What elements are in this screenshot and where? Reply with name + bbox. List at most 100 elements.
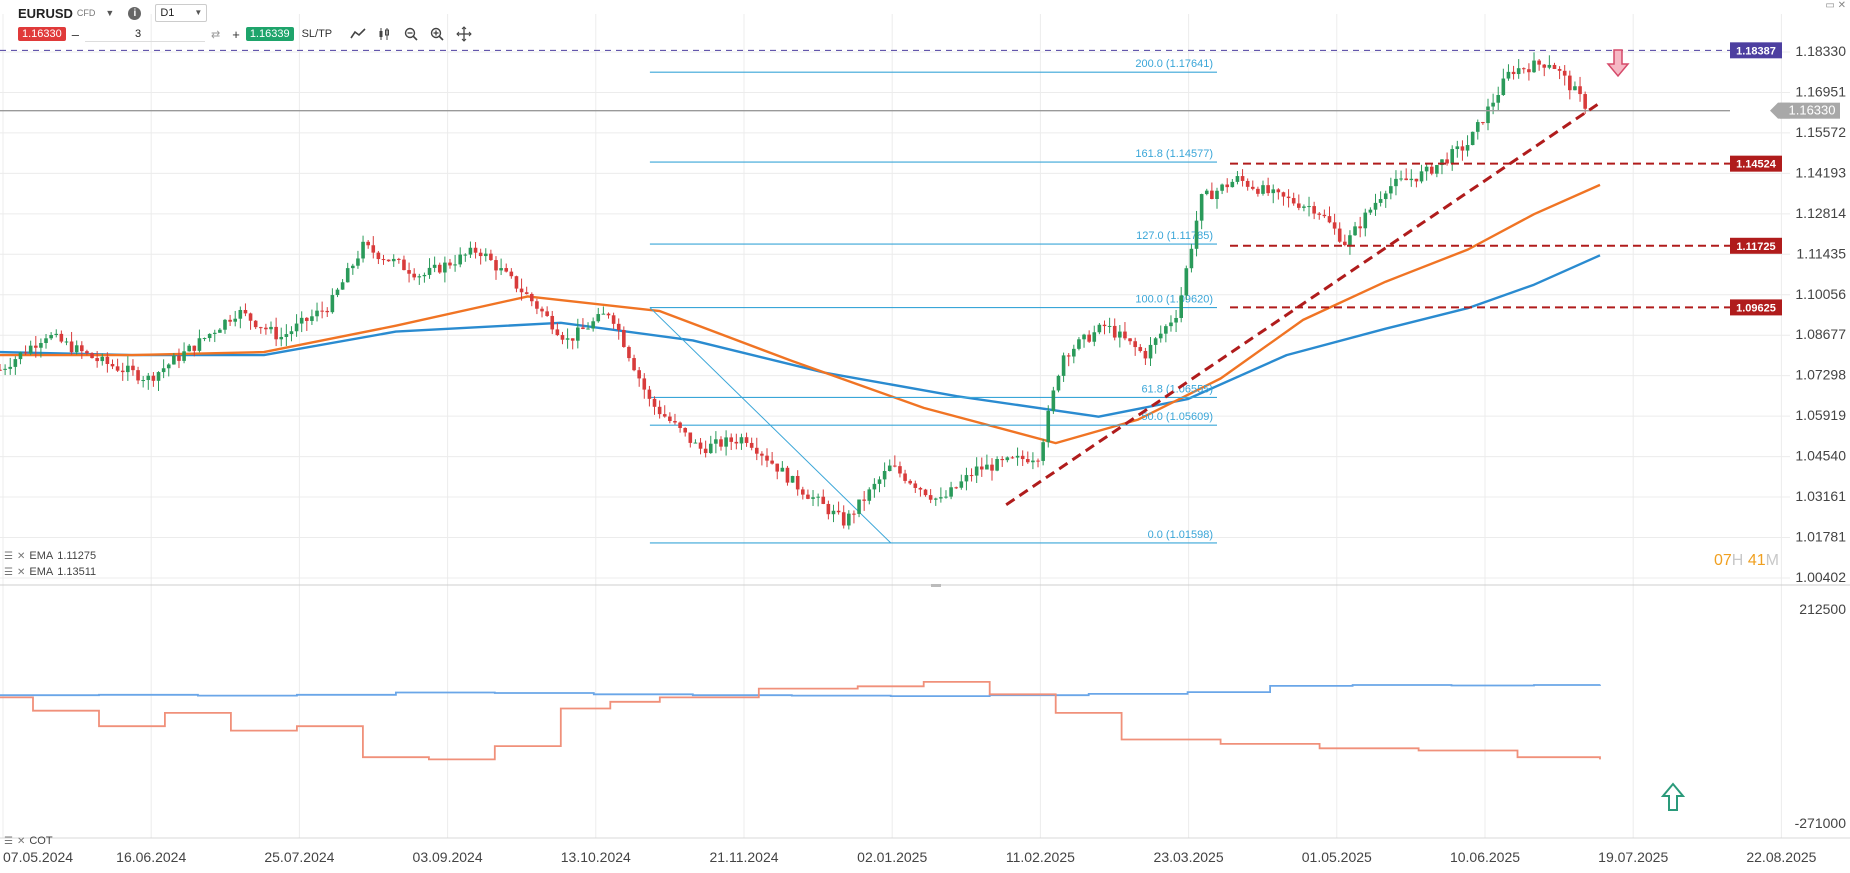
buy-button[interactable]: 1.16339 <box>245 27 294 41</box>
sell-button[interactable]: 1.16330 <box>18 27 66 41</box>
candle-body <box>28 345 33 354</box>
ema-legend-2[interactable]: ☰ ✕ EMA 1.13511 <box>4 566 96 578</box>
settings-icon[interactable]: ☰ <box>4 566 13 578</box>
chevron-down-icon[interactable]: ▼ <box>105 8 115 18</box>
candle-body <box>412 273 416 278</box>
price-tick-label: 1.15572 <box>1795 124 1846 140</box>
candle-body <box>540 308 544 312</box>
candle-body <box>187 345 191 352</box>
countdown-minutes-unit: M <box>1765 552 1779 569</box>
quantity-input[interactable] <box>85 26 205 42</box>
candle-body <box>1491 102 1495 107</box>
candle-body <box>417 276 422 278</box>
candle-body <box>570 338 575 341</box>
candle-body <box>1169 322 1173 327</box>
candle-body <box>632 358 636 371</box>
price-tick-label: 1.05919 <box>1795 407 1846 423</box>
candle-body <box>1475 122 1480 132</box>
cot-short-line <box>0 681 1601 761</box>
fibonacci-extension[interactable]: 200.0 (1.17641) 161.8 (1.14577) 127.0 (1.1… <box>649 58 1217 544</box>
candle-body <box>1573 86 1577 91</box>
candle-body <box>1568 75 1572 91</box>
swap-icon[interactable]: ⇄ <box>211 28 221 41</box>
zoom-in-icon[interactable] <box>430 27 444 41</box>
candle-body <box>407 270 411 274</box>
candle-body <box>565 338 570 340</box>
timeframe-select[interactable]: D1 ▼ <box>155 4 208 22</box>
symbol-name[interactable]: EURUSD <box>18 5 73 21</box>
candle-body <box>1322 214 1327 217</box>
candle-body <box>1348 235 1352 246</box>
countdown-hours-unit: H <box>1731 552 1744 569</box>
sltp-button[interactable]: SL/TP <box>301 28 333 40</box>
candle-body <box>1179 295 1183 318</box>
candle-body <box>1281 192 1286 197</box>
ema-label: EMA <box>29 566 54 578</box>
candle-body <box>59 333 64 342</box>
candle-body <box>330 295 335 313</box>
candle-body <box>207 333 212 339</box>
crosshair-icon[interactable] <box>456 26 472 42</box>
quantity-decrease-button[interactable]: – <box>71 26 79 42</box>
close-icon[interactable]: ✕ <box>16 835 26 847</box>
current-price-value: 1.16330 <box>1789 103 1836 118</box>
candle-body <box>218 329 222 333</box>
candle-body <box>923 489 928 496</box>
settings-icon[interactable]: ☰ <box>4 835 13 847</box>
cot-legend[interactable]: ☰ ✕ COT <box>4 835 53 847</box>
candle-body <box>325 310 330 313</box>
fib-level-label: 100.0 (1.09620) <box>1135 294 1213 306</box>
candle-body <box>228 319 232 322</box>
candlestick-icon[interactable] <box>378 27 392 41</box>
candle-body <box>862 499 866 501</box>
candle-body <box>432 264 437 268</box>
candle-body <box>1317 213 1322 215</box>
close-icon[interactable]: ✕ <box>16 566 26 578</box>
price-tick-label: 1.07298 <box>1795 367 1846 383</box>
price-level-value: 1.09625 <box>1736 302 1776 314</box>
candle-body <box>197 338 202 351</box>
candle-body <box>928 495 933 500</box>
settings-icon[interactable]: ☰ <box>4 550 13 562</box>
candle-body <box>172 355 176 365</box>
time-tick-label: 22.08.2025 <box>1746 849 1816 865</box>
candle-body <box>1204 190 1209 195</box>
candle-body <box>1368 209 1373 213</box>
line-chart-icon[interactable] <box>350 28 366 40</box>
candle-body <box>1041 442 1045 461</box>
candle-body <box>893 465 897 467</box>
support-resistance-lines[interactable]: 1.18387 1.14524 1.11725 1.09625 1.16330 <box>0 42 1840 316</box>
trendline[interactable] <box>1005 101 1601 506</box>
candle-body <box>1297 203 1301 208</box>
candle-body <box>468 247 473 255</box>
candle-body <box>611 315 616 324</box>
quantity-increase-button[interactable]: + <box>232 26 240 42</box>
ema-legend-1[interactable]: ☰ ✕ EMA 1.11275 <box>4 550 96 562</box>
ema-value: 1.11275 <box>57 550 97 562</box>
countdown-minutes: 41 <box>1747 552 1766 569</box>
close-icon[interactable]: ✕ <box>16 550 26 562</box>
candle-body <box>315 310 319 317</box>
candle-body <box>622 330 626 347</box>
candle-body <box>1082 334 1086 340</box>
candle-body <box>642 378 647 390</box>
candle-body <box>161 368 166 373</box>
candle-body <box>877 479 882 484</box>
cot-tick-label: 212500 <box>1799 601 1846 617</box>
candle-body <box>1250 186 1255 189</box>
info-icon[interactable]: i <box>128 6 142 20</box>
window-controls[interactable]: ▭ ✕ <box>1825 0 1846 11</box>
candle-body <box>243 309 248 314</box>
time-tick-label: 07.05.2024 <box>3 849 73 865</box>
candle-body <box>284 334 289 337</box>
candle-body <box>1240 176 1245 181</box>
arrow-up-shape <box>1660 782 1686 811</box>
zoom-out-icon[interactable] <box>404 27 418 41</box>
signals[interactable] <box>931 49 1686 811</box>
candle-body <box>386 259 391 262</box>
candle-body <box>1302 206 1306 208</box>
candle-body <box>253 320 258 328</box>
candle-body <box>1307 206 1311 208</box>
candle-body <box>131 365 135 371</box>
time-tick-label: 23.03.2025 <box>1154 849 1224 865</box>
